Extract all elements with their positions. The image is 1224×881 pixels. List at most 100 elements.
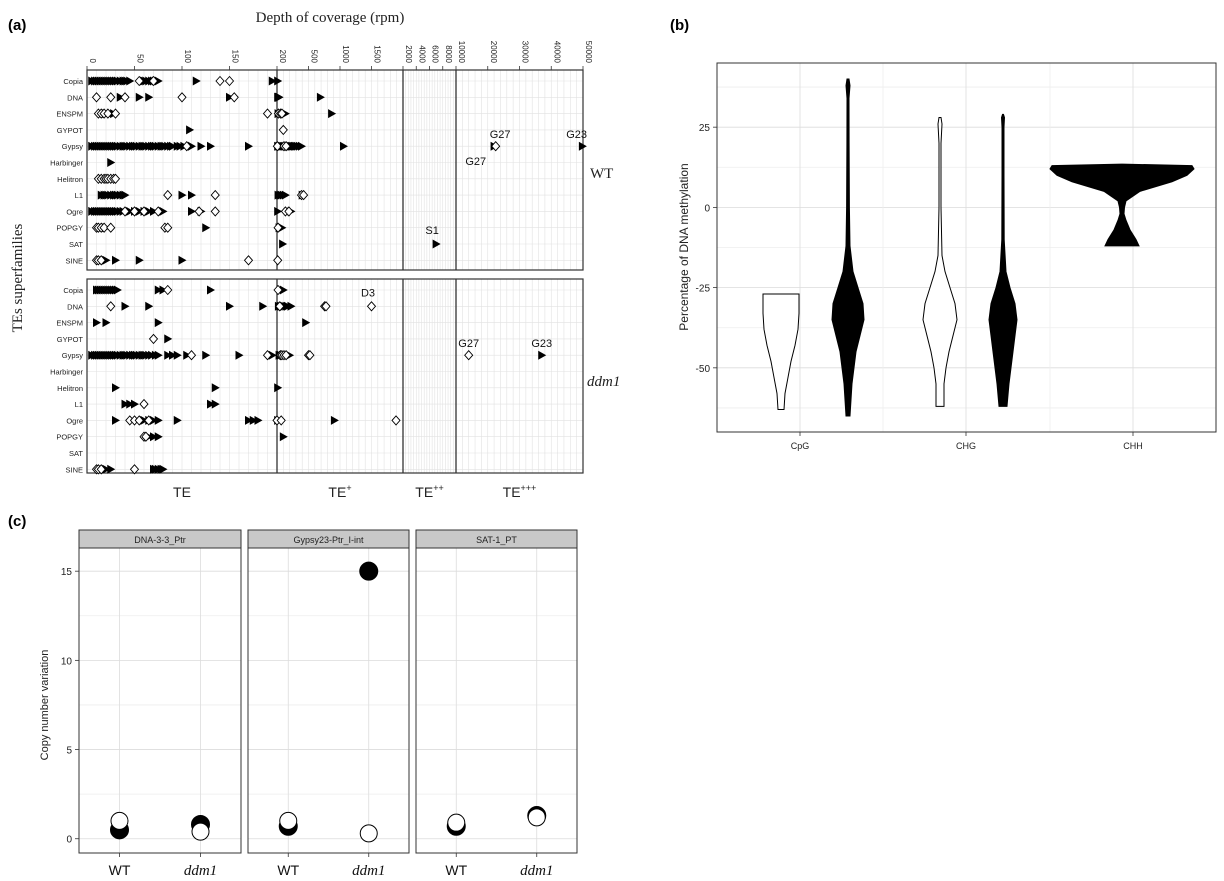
point-diamond [276, 415, 286, 426]
point-annotation: G27 [458, 338, 479, 350]
panel-label-c: (c) [8, 513, 26, 530]
point-triangle [578, 141, 587, 151]
point-diamond [96, 464, 106, 475]
point-diamond [148, 75, 159, 87]
point-open [359, 824, 378, 843]
point-diamond [106, 301, 116, 312]
point-diamond [491, 141, 501, 152]
point-triangle [279, 285, 288, 295]
point-triangle [154, 285, 163, 295]
point-triangle [121, 301, 130, 311]
point-triangle [150, 415, 158, 425]
x-tick-label: 500 [310, 50, 319, 64]
point-annotation: G23 [566, 129, 587, 141]
point-triangle [279, 432, 288, 442]
point-diamond [262, 350, 273, 361]
point-diamond [106, 92, 116, 103]
point-diamond [366, 301, 377, 312]
plot-frame [716, 62, 1217, 433]
point-diamond [273, 284, 283, 296]
point-diamond [96, 255, 106, 266]
point-triangle [330, 415, 339, 425]
violin-chg-open [922, 117, 958, 407]
y-tick-label: SINE [65, 465, 83, 474]
point-diamond [120, 206, 130, 217]
point-triangle [154, 350, 163, 360]
point-triangle [197, 141, 206, 151]
point-triangle [107, 464, 116, 474]
x-tick-label: 150 [231, 50, 240, 64]
point-diamond [177, 92, 187, 103]
point-triangle [145, 301, 154, 311]
segment-label: TE+ [328, 483, 351, 500]
point-triangle [245, 415, 253, 425]
x-tick-label: 8000 [444, 45, 453, 63]
point-triangle [112, 415, 120, 425]
point-open [279, 811, 298, 830]
violin-chh-filled [1049, 163, 1195, 247]
facet-strip-label: Gypsy23-Ptr_I-int [293, 535, 364, 545]
point-triangle [432, 239, 441, 249]
point-triangle [169, 350, 177, 360]
point-triangle [192, 76, 201, 86]
point-triangle [254, 415, 263, 425]
y-tick-label: DNA [67, 302, 83, 311]
x-tick-label: 50000 [584, 41, 593, 64]
point-triangle [188, 206, 196, 216]
point-triangle [298, 141, 306, 151]
point-triangle [112, 383, 120, 393]
x-tick-label: 1000 [341, 45, 350, 63]
point-triangle [113, 285, 122, 295]
y-tick-label: -50 [696, 364, 711, 375]
point-diamond [110, 108, 121, 119]
y-tick-label: Gypsy [62, 142, 84, 151]
point-triangle [274, 383, 283, 393]
point-triangle [211, 383, 220, 393]
point-triangle [121, 190, 130, 200]
violin-cpg-filled [831, 78, 865, 417]
y-tick-label: 0 [704, 203, 710, 214]
point-diamond [278, 124, 288, 136]
point-triangle [178, 190, 187, 200]
point-triangle [178, 255, 187, 265]
point-triangle [121, 399, 130, 409]
point-triangle [268, 76, 277, 86]
point-triangle [154, 415, 163, 425]
panel-label-a: (a) [8, 17, 26, 34]
point-triangle [188, 190, 196, 200]
point-triangle [538, 350, 547, 360]
point-triangle [245, 141, 253, 151]
point-triangle [202, 223, 211, 233]
point-triangle [102, 464, 111, 474]
point-diamond [129, 464, 140, 475]
facet-frame [247, 547, 410, 854]
y-tick-label: SAT [69, 449, 83, 458]
y-tick-label: 25 [699, 123, 711, 134]
point-diamond [243, 255, 254, 266]
point-triangle [340, 141, 348, 151]
point-triangle [259, 301, 268, 311]
point-triangle [135, 255, 144, 265]
point-open [447, 813, 466, 832]
x-tick-label: ddm1 [520, 863, 553, 879]
point-annotation: D3 [361, 287, 375, 299]
point-diamond [210, 206, 220, 217]
point-diamond [110, 173, 121, 184]
x-tick-label: 4000 [417, 45, 426, 63]
facet-label-wt: WT [590, 166, 613, 182]
y-tick-label: Helitron [57, 384, 83, 393]
point-triangle [145, 206, 154, 216]
point-diamond [129, 206, 140, 217]
point-triangle [126, 76, 135, 86]
point-diamond [391, 415, 401, 426]
y-tick-label: POPGY [56, 224, 83, 233]
point-triangle [207, 141, 215, 151]
point-triangle [202, 350, 211, 360]
y-tick-label: Ogre [66, 207, 83, 216]
point-filled [359, 561, 379, 581]
point-diamond [106, 222, 116, 233]
y-tick-label: Harbinger [50, 368, 83, 377]
point-diamond [91, 92, 102, 103]
point-diamond [277, 108, 287, 119]
point-diamond [281, 141, 291, 152]
